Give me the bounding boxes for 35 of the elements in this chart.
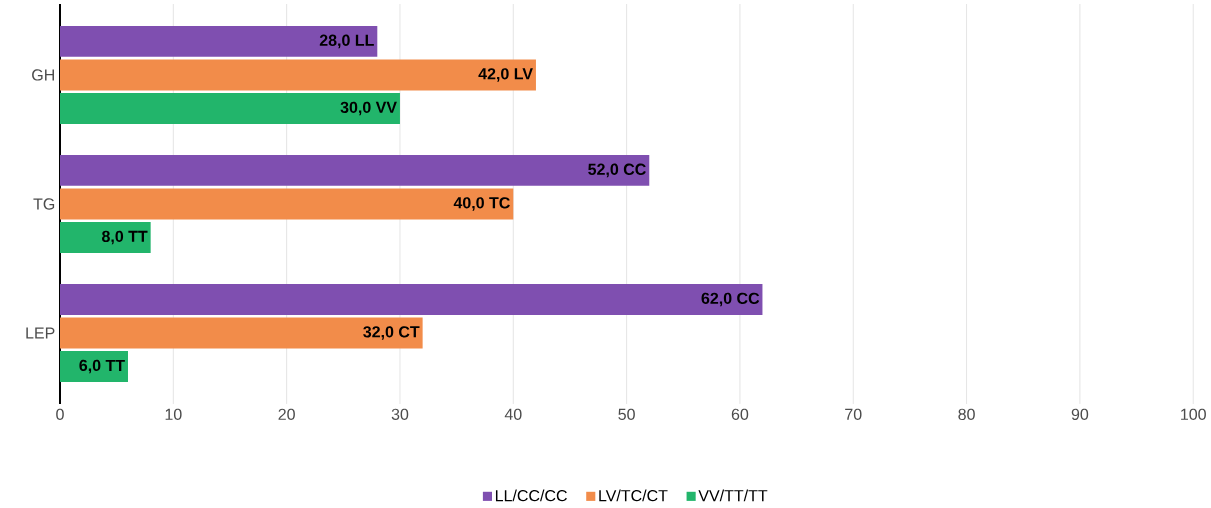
- data-label: 32,0 CT: [363, 325, 420, 340]
- data-label: 6,0 TT: [79, 359, 125, 374]
- data-label: 52,0 CC: [588, 163, 646, 178]
- data-label: 8,0 TT: [102, 230, 148, 245]
- y-tick-label: GH: [32, 69, 54, 81]
- bar: [60, 59, 536, 91]
- y-tick-label: LEP: [26, 327, 55, 339]
- x-tick-label: 30: [391, 408, 409, 420]
- x-tick-label: 40: [504, 408, 522, 420]
- bar: [60, 283, 763, 315]
- x-tick-label: 70: [845, 408, 862, 420]
- x-tick-label: 50: [618, 408, 635, 420]
- bar: [60, 221, 151, 253]
- data-label: 42,0 LV: [478, 67, 533, 82]
- x-tick-label: 90: [1071, 408, 1089, 420]
- legend-label: LV/TC/CT: [599, 489, 668, 502]
- bar: [60, 154, 650, 186]
- data-label: 28,0 LL: [319, 34, 374, 48]
- data-label: 40,0 TC: [453, 196, 510, 211]
- x-tick-label: 60: [731, 408, 749, 420]
- x-tick-label: 20: [278, 408, 295, 420]
- data-label: 30,0 VV: [340, 101, 397, 116]
- data-label: 62,0 CC: [701, 292, 760, 307]
- y-tick-label: TG: [33, 198, 55, 210]
- x-tick-label: 10: [165, 408, 182, 420]
- x-tick-label: 100: [1181, 408, 1206, 420]
- bar: [60, 350, 128, 382]
- legend-label: VV/TT/TT: [698, 489, 768, 502]
- bar: [60, 92, 400, 124]
- bar: [60, 25, 378, 57]
- legend-label: LL/CC/CC: [495, 489, 567, 502]
- x-tick-label: 0: [56, 408, 64, 420]
- x-tick-label: 80: [958, 408, 975, 420]
- bar: [60, 188, 514, 220]
- bar: [60, 317, 423, 349]
